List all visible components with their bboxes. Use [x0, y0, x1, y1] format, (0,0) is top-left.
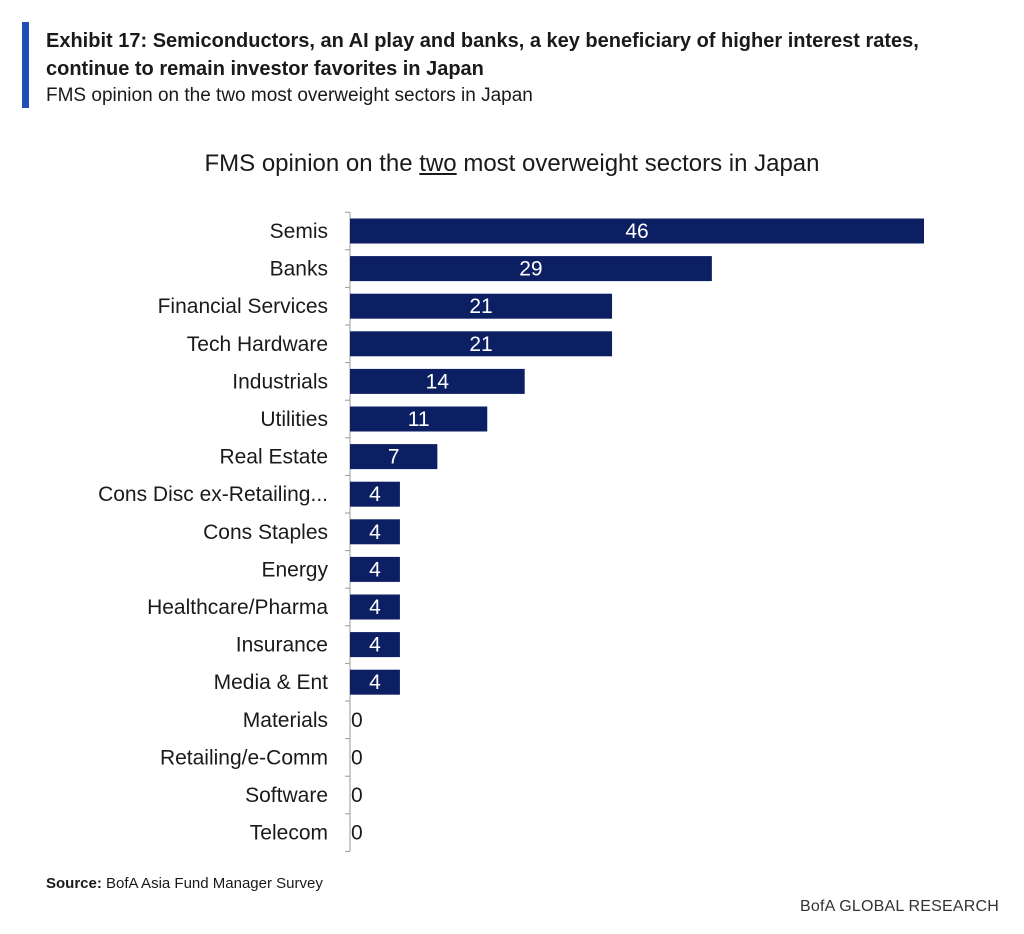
category-label: Cons Staples: [203, 521, 328, 544]
category-label: Retailing/e-Comm: [160, 746, 328, 769]
category-label: Media & Ent: [214, 671, 329, 694]
bar: [350, 256, 712, 282]
exhibit-accent-bar: [22, 22, 29, 108]
value-label: 4: [369, 634, 381, 657]
bar: [350, 556, 400, 582]
value-label: 4: [369, 671, 381, 694]
category-label: Real Estate: [219, 446, 328, 469]
bar: [350, 406, 488, 432]
value-label: 46: [625, 220, 648, 243]
bar: [350, 444, 438, 470]
value-label: 4: [369, 521, 381, 544]
bar: [350, 669, 400, 695]
bar: [350, 519, 400, 545]
value-label: 21: [469, 333, 492, 356]
bar: [350, 331, 613, 357]
chart-title-before: FMS opinion on the: [204, 150, 420, 177]
chart-title-after: most overweight sectors in Japan: [456, 150, 820, 177]
category-label: Banks: [270, 258, 328, 281]
source-note: Source: BofA Asia Fund Manager Survey: [46, 875, 323, 892]
category-label: Cons Disc ex-Retailing...: [98, 483, 328, 506]
category-label: Energy: [261, 558, 328, 581]
value-label: 0: [351, 746, 363, 769]
value-label: 4: [369, 596, 381, 619]
bar: [350, 218, 924, 244]
value-label: 21: [469, 295, 492, 318]
source-label: Source:: [46, 875, 102, 892]
bar: [350, 481, 400, 507]
exhibit-subtitle: FMS opinion on the two most overweight s…: [46, 85, 533, 106]
category-label: Utilities: [260, 408, 328, 431]
bar: [350, 632, 400, 658]
value-label: 11: [408, 408, 430, 431]
brand-footer: BofA GLOBAL RESEARCH: [800, 898, 1000, 915]
category-label: Industrials: [232, 370, 328, 393]
value-label: 4: [369, 483, 381, 506]
exhibit-title: Exhibit 17: Semiconductors, an AI play a…: [46, 30, 919, 80]
source-text: BofA Asia Fund Manager Survey: [101, 875, 323, 892]
bar: [350, 594, 400, 620]
category-label: Insurance: [236, 634, 328, 657]
value-label: 14: [426, 370, 450, 393]
category-label: Financial Services: [158, 295, 328, 318]
value-label: 4: [369, 558, 381, 581]
bar-chart: Semis 46 Banks 29 Financial Services 21 Tech H…: [98, 211, 924, 852]
category-label: Tech Hardware: [187, 333, 328, 356]
category-label: Materials: [243, 709, 328, 732]
chart-title-underlined: two: [419, 150, 457, 177]
value-label: 29: [519, 258, 542, 281]
category-label: Software: [245, 784, 328, 807]
category-label: Healthcare/Pharma: [147, 596, 328, 619]
bar: [350, 368, 525, 394]
value-label: 0: [351, 784, 363, 807]
category-label: Semis: [270, 220, 328, 243]
bar: [350, 293, 613, 319]
category-label: Telecom: [250, 822, 328, 845]
value-label: 7: [388, 446, 400, 469]
value-label: 0: [351, 822, 363, 845]
value-label: 0: [351, 709, 363, 732]
chart-title: FMS opinion on the two most overweight s…: [0, 150, 1024, 178]
